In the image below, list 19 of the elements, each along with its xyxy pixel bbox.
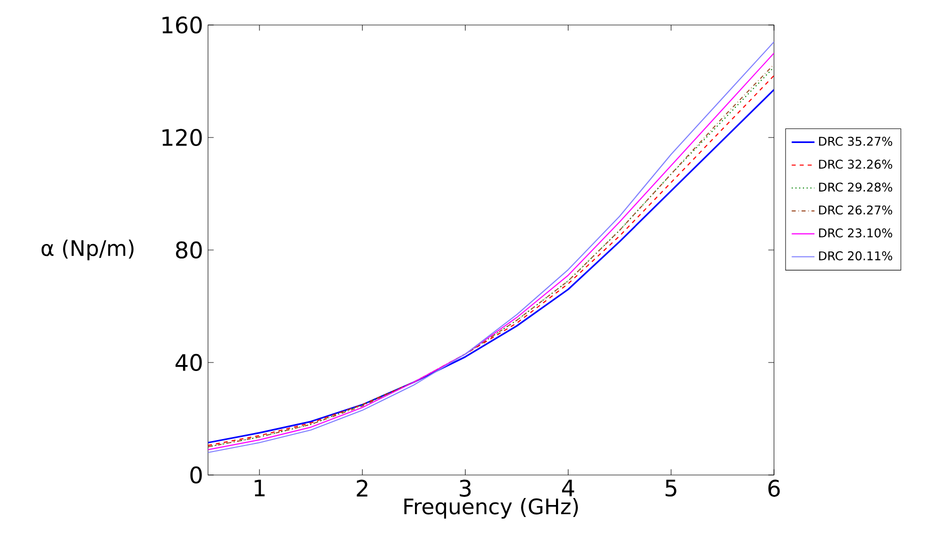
x-tick-label: 5 <box>666 480 676 497</box>
legend-label: DRC 20.11% <box>819 251 892 260</box>
legend-label: DRC 29.28% <box>819 182 892 192</box>
x-tick-label: 4 <box>562 480 574 496</box>
legend-label: DRC 32.26% <box>819 160 892 169</box>
x-tick-label: 2 <box>356 480 368 497</box>
legend-label: DRC 26.27% <box>819 205 892 215</box>
y-tick-label: 80 <box>176 241 202 259</box>
legend-label: DRC 35.27% <box>819 136 892 146</box>
y-tick-label: 0 <box>190 466 202 484</box>
y-axis-title: α (Np/m) <box>42 240 134 260</box>
x-axis-title: Frequency (GHz) <box>404 498 578 519</box>
y-tick-label: 120 <box>162 128 202 146</box>
y-tick-label: 160 <box>162 16 202 34</box>
legend-label: DRC 23.10% <box>819 228 892 238</box>
x-tick-label: 6 <box>768 480 780 497</box>
x-tick-label: 3 <box>460 480 471 497</box>
y-tick-label: 40 <box>176 354 202 372</box>
x-tick-label: 1 <box>254 480 265 496</box>
